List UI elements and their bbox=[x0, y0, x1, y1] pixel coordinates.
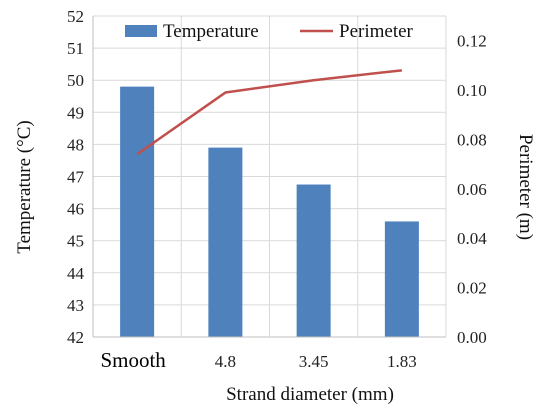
temperature-bar bbox=[120, 86, 155, 338]
y2-tick-label: 0.08 bbox=[457, 130, 487, 149]
y2-tick-label: 0.06 bbox=[457, 180, 487, 199]
y-left-tick-labels: 42 43 44 45 46 47 48 49 50 51 52 bbox=[67, 7, 85, 347]
y2-tick-label: 0.10 bbox=[457, 81, 487, 100]
x-tick-label: Smooth bbox=[100, 348, 166, 372]
y-axis-title: Temperature (°C) bbox=[14, 120, 35, 253]
y-tick-label: 42 bbox=[67, 328, 84, 347]
y-tick-label: 43 bbox=[67, 296, 84, 315]
y-tick-label: 50 bbox=[67, 71, 84, 90]
y-tick-label: 46 bbox=[67, 200, 84, 219]
x-tick-label: 4.8 bbox=[215, 352, 236, 371]
y-right-tick-labels: 0.00 0.02 0.04 0.06 0.08 0.10 0.12 bbox=[457, 32, 487, 347]
temperature-bar bbox=[208, 147, 243, 337]
temperature-bar bbox=[384, 221, 419, 337]
legend-label-temperature: Temperature bbox=[163, 21, 259, 42]
x-axis-title: Strand diameter (mm) bbox=[226, 384, 394, 405]
legend: Temperature Perimeter bbox=[125, 21, 414, 42]
legend-swatch-temperature bbox=[125, 25, 157, 37]
x-tick-label: 1.83 bbox=[387, 352, 417, 371]
y-tick-label: 49 bbox=[67, 103, 84, 122]
y-tick-label: 44 bbox=[67, 264, 85, 283]
temperature-bars bbox=[120, 86, 419, 338]
y-tick-label: 47 bbox=[67, 168, 85, 187]
temperature-bar bbox=[296, 184, 331, 337]
perimeter-line bbox=[136, 69, 403, 156]
y2-tick-label: 0.00 bbox=[457, 328, 487, 347]
y2-tick-label: 0.04 bbox=[457, 229, 487, 248]
perimeter-line-layer bbox=[136, 69, 403, 156]
y-tick-label: 52 bbox=[67, 7, 84, 26]
y2-axis-title: Perimeter (m) bbox=[515, 134, 536, 240]
x-tick-label: 3.45 bbox=[299, 352, 329, 371]
y2-tick-label: 0.02 bbox=[457, 279, 487, 298]
y-tick-label: 45 bbox=[67, 232, 84, 251]
x-tick-labels: Smooth 4.8 3.45 1.83 bbox=[100, 348, 416, 372]
y-tick-label: 51 bbox=[67, 39, 84, 58]
axes bbox=[92, 16, 446, 338]
y2-tick-label: 0.12 bbox=[457, 32, 487, 51]
legend-label-perimeter: Perimeter bbox=[339, 21, 414, 42]
y-tick-label: 48 bbox=[67, 135, 84, 154]
